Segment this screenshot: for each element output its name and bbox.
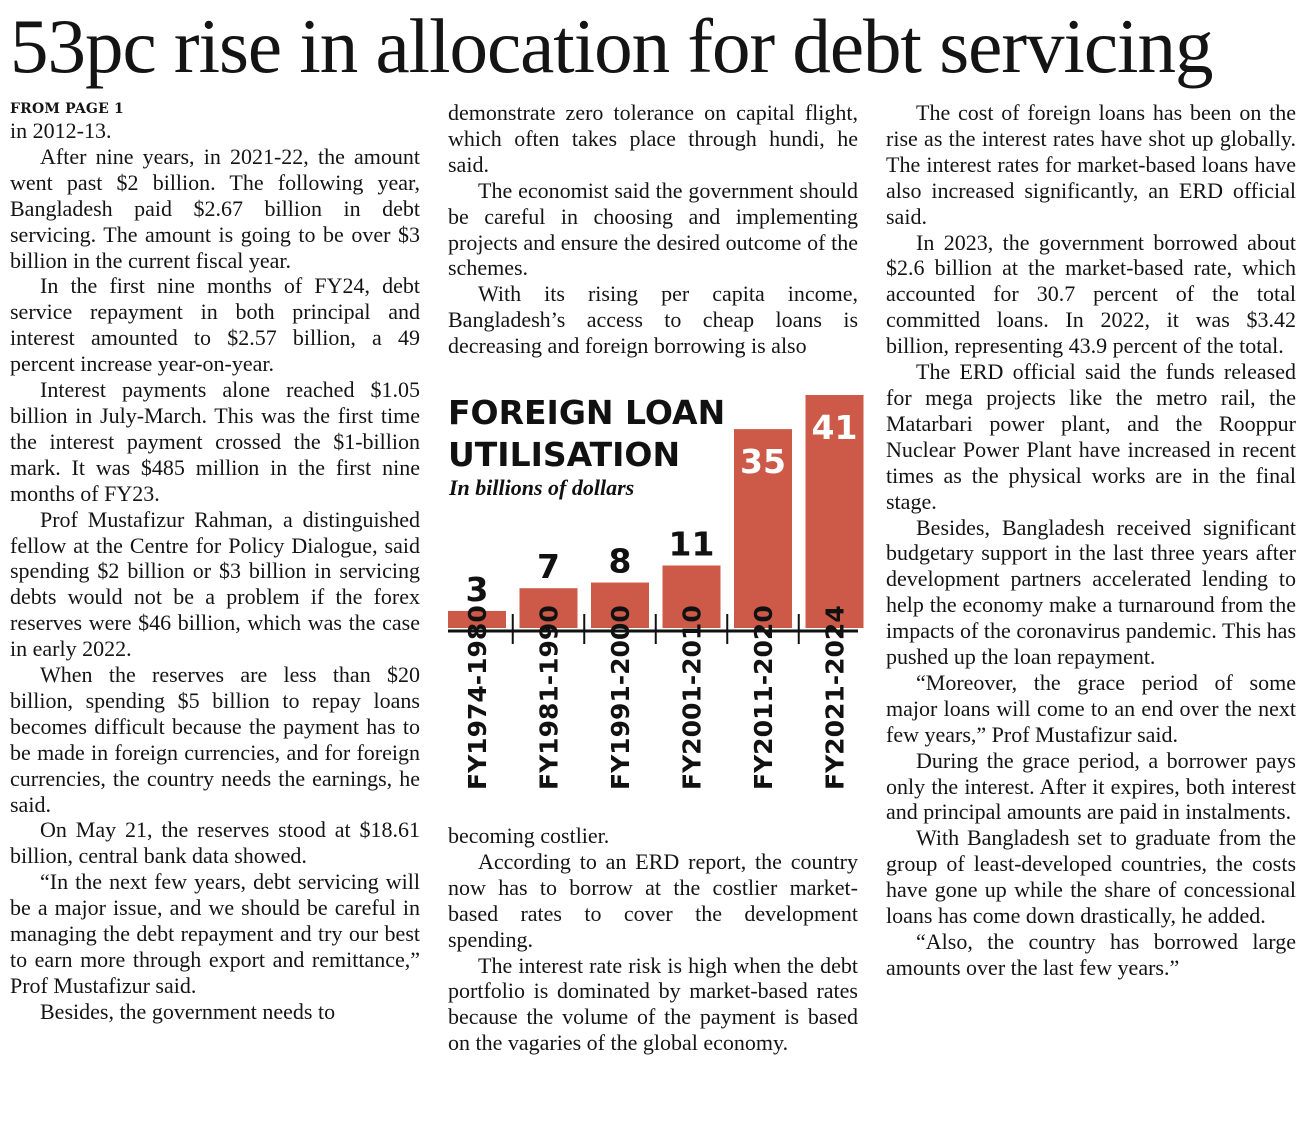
paragraph: Interest payments alone reached $1.05 bi… xyxy=(10,377,420,506)
foreign-loan-utilisation-chart: FOREIGN LOAN UTILISATION In billions of … xyxy=(448,393,864,790)
paragraph: demonstrate zero tolerance on capital fl… xyxy=(448,100,858,177)
paragraph: According to an ERD report, the country … xyxy=(448,848,858,952)
category-label: FY2011-2020 xyxy=(749,605,778,790)
paragraph: In 2023, the government borrowed about $… xyxy=(886,229,1296,359)
paragraph: In the first nine months of FY24, debt s… xyxy=(10,273,420,377)
kicker-from-page-1: FROM PAGE 1 xyxy=(10,101,124,117)
paragraph: With its rising per capita income, Bangl… xyxy=(448,281,858,359)
paragraph: becoming costlier. xyxy=(448,823,610,848)
paragraph: When the reserves are less than $20 bill… xyxy=(10,662,420,817)
headline: 53pc rise in allocation for debt servici… xyxy=(10,3,1213,89)
article-column-1: FROM PAGE 1 in 2012-13. After nine years… xyxy=(10,100,420,1025)
category-label: FY1974-1980 xyxy=(463,605,492,790)
value-label: 11 xyxy=(669,524,715,563)
chart-subtitle: In billions of dollars xyxy=(448,475,634,500)
paragraph: With Bangladesh set to graduate from the… xyxy=(886,825,1296,929)
paragraph: Besides, Bangladesh received significant… xyxy=(886,514,1296,670)
category-label: FY1981-1990 xyxy=(535,605,564,790)
paragraph: “Moreover, the grace period of some majo… xyxy=(886,669,1296,747)
article-column-2-top: demonstrate zero tolerance on capital fl… xyxy=(448,100,858,359)
bar-fy2011-2020 xyxy=(734,429,792,628)
category-label: FY2021-2024 xyxy=(821,605,850,790)
value-label: 8 xyxy=(609,542,632,581)
category-label-group: FY1974-1980 FY1981-1990 FY1991-2000 FY2001-… xyxy=(463,605,850,790)
paragraph: The economist said the government should… xyxy=(448,177,858,281)
paragraph: After nine years, in 2021-22, the amount… xyxy=(10,143,420,273)
x-axis-ticks xyxy=(511,614,800,644)
bar-fy2001-2010 xyxy=(662,565,721,628)
value-label: 35 xyxy=(740,442,786,481)
bar-fy1974-1980 xyxy=(448,610,506,628)
paragraph: The interest rate risk is high when the … xyxy=(448,952,858,1056)
bar-fy1981-1990 xyxy=(519,588,578,628)
value-label: 3 xyxy=(466,570,489,609)
bar-group xyxy=(448,395,864,628)
paragraph: Prof Mustafizur Rahman, a distinguished … xyxy=(10,506,420,662)
article-column-3: The cost of foreign loans has been on th… xyxy=(886,100,1296,981)
article-column-2-bottom: becoming costlier. According to an ERD r… xyxy=(448,823,858,1056)
paragraph: During the grace period, a borrower pays… xyxy=(886,747,1296,825)
category-label: FY1991-2000 xyxy=(606,605,635,790)
paragraph: The ERD official said the funds released… xyxy=(886,359,1296,514)
category-label: FY2001-2010 xyxy=(678,605,707,790)
paragraph: “In the next few years, debt servicing w… xyxy=(10,869,420,998)
paragraph: The cost of foreign loans has been on th… xyxy=(886,100,1296,229)
paragraph: On May 21, the reserves stood at $18.61 … xyxy=(10,817,420,869)
paragraph: Besides, the government needs to xyxy=(40,998,336,1024)
paragraph: in 2012-13. xyxy=(10,118,112,143)
value-label: 41 xyxy=(812,408,858,447)
value-label-group: 3 7 8 11 35 41 xyxy=(466,408,858,609)
bar-fy1991-2000 xyxy=(591,582,649,628)
paragraph: “Also, the country has borrowed large am… xyxy=(886,929,1296,980)
value-label: 7 xyxy=(537,547,560,586)
chart-title-line-1: FOREIGN LOAN xyxy=(448,393,725,432)
bar-fy2021-2024 xyxy=(805,395,864,628)
chart-title-line-2: UTILISATION xyxy=(448,435,680,474)
